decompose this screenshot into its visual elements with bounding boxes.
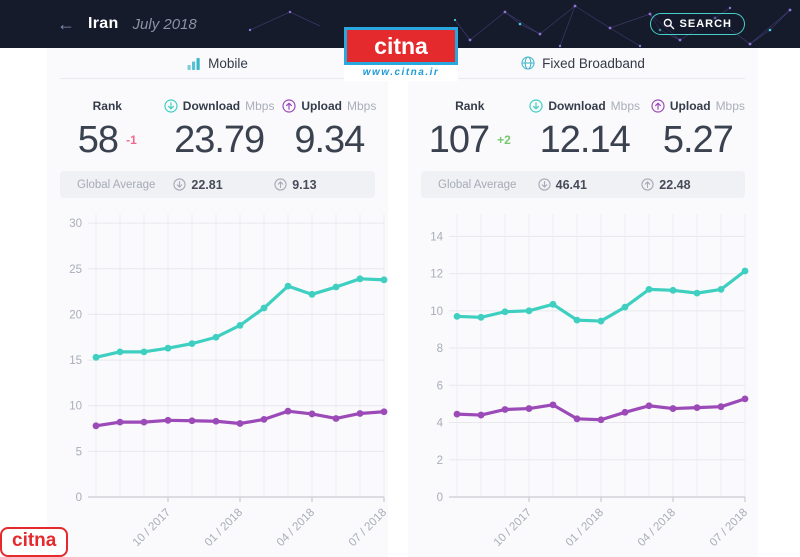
country-title: Iran [88, 15, 119, 32]
fixed-global-download: 46.41 [537, 177, 642, 192]
search-button[interactable]: SEARCH [649, 13, 745, 35]
svg-text:2: 2 [437, 455, 443, 467]
mobile-global-upload-value: 9.13 [292, 177, 317, 192]
fixed-chart-container: 0 2 4 6 8 10 12 14 10 / 2017 01 / 2018 04 / 2018 07… [408, 202, 758, 554]
tab-fixed-broadband-label: Fixed Broadband [542, 55, 645, 71]
svg-text:07 / 2018: 07 / 2018 [708, 507, 749, 549]
citna-watermark: citna www.citna.ir [344, 27, 458, 81]
mobile-rank-change: -1 [126, 133, 137, 147]
header-bar: ← Iran July 2018 [0, 0, 800, 48]
fixed-download-label: Download [548, 99, 606, 113]
global-download-icon [173, 178, 187, 191]
svg-text:6: 6 [437, 380, 443, 392]
mobile-bars-icon [187, 57, 201, 70]
mobile-stats: Rank 58 -1 Download Mbps [47, 79, 388, 159]
fixed-global-upload: 22.48 [641, 178, 745, 192]
mobile-global-download: 22.81 [173, 178, 274, 192]
mobile-upload-label: Upload [301, 99, 342, 113]
mobile-history-chart: 0 5 10 15 20 25 30 10 / 2017 01 / 2018 04 / 2018 0… [69, 214, 388, 549]
mobile-global-download-value: 22.81 [191, 177, 223, 192]
fixed-rank-stat: Rank 107 +2 [414, 99, 526, 159]
mobile-upload-unit: Mbps [347, 99, 377, 113]
tab-fixed-broadband[interactable]: Fixed Broadband [421, 48, 745, 79]
svg-text:07 / 2018: 07 / 2018 [347, 507, 388, 549]
tab-mobile[interactable]: Mobile [60, 48, 375, 79]
svg-text:04 / 2018: 04 / 2018 [636, 507, 678, 549]
search-icon [663, 18, 675, 30]
mobile-panel: Mobile Rank 58 -1 Downloa [47, 48, 388, 557]
mobile-download-label: Download [182, 99, 241, 113]
back-arrow-icon[interactable]: ← [57, 14, 75, 34]
svg-text:0: 0 [437, 492, 443, 504]
mobile-global-average: Global Average 22.81 9.13 [60, 171, 375, 198]
main-content: Mobile Rank 58 -1 Downloa [0, 48, 800, 557]
fixed-download-value: 12.14 [539, 119, 631, 161]
fixed-rank-label: Rank [455, 99, 485, 113]
mobile-rank-stat: Rank 58 -1 [53, 99, 162, 159]
svg-text:10: 10 [69, 401, 82, 413]
upload-circle-icon [282, 99, 296, 113]
svg-text:20: 20 [69, 309, 82, 321]
fixed-stats: Rank 107 +2 Download Mbps [408, 79, 758, 159]
fixed-global-average-label: Global Average [438, 178, 517, 191]
citna-logo: citna [344, 27, 458, 65]
global-upload-icon [274, 178, 287, 191]
fixed-upload-value: 5.27 [662, 119, 734, 161]
mobile-rank-value: 58 [77, 119, 119, 161]
mobile-global-average-label: Global Average [77, 178, 156, 191]
svg-text:10 / 2017: 10 / 2017 [131, 507, 173, 549]
citna-corner-logo-text: citna [12, 530, 57, 551]
download-circle-icon [529, 99, 543, 113]
mobile-global-upload: 9.13 [274, 178, 375, 192]
svg-text:10 / 2017: 10 / 2017 [492, 507, 534, 549]
mobile-upload-value: 9.34 [294, 119, 365, 161]
mobile-download-unit: Mbps [245, 99, 275, 113]
fixed-download-unit: Mbps [610, 99, 641, 113]
fixed-global-average: Global Average 46.41 22.48 [421, 171, 745, 198]
svg-text:8: 8 [437, 343, 443, 355]
mobile-chart-container: 0 5 10 15 20 25 30 10 / 2017 01 / 2018 04 / 2018 0… [47, 202, 388, 554]
fixed-history-chart: 0 2 4 6 8 10 12 14 10 / 2017 01 / 2018 04 / 2018 07… [430, 214, 749, 549]
fixed-upload-stat: Upload Mbps 5.27 [644, 99, 752, 159]
svg-text:14: 14 [430, 231, 443, 243]
svg-text:01 / 2018: 01 / 2018 [564, 507, 606, 549]
download-circle-icon [164, 99, 178, 113]
citna-corner-logo: citna [0, 527, 69, 557]
fixed-global-upload-value: 22.48 [659, 177, 691, 192]
svg-text:5: 5 [76, 446, 82, 458]
fixed-global-download-value: 46.41 [555, 177, 587, 192]
global-upload-icon [641, 178, 654, 191]
mobile-download-value: 23.79 [174, 119, 265, 161]
search-button-label: SEARCH [679, 18, 732, 30]
svg-text:01 / 2018: 01 / 2018 [203, 507, 245, 549]
svg-text:12: 12 [430, 269, 443, 281]
mobile-download-stat: Download Mbps 23.79 [162, 99, 277, 159]
global-download-icon [537, 178, 551, 191]
svg-text:4: 4 [437, 418, 444, 430]
fixed-upload-label: Upload [669, 99, 711, 113]
fixed-upload-unit: Mbps [715, 99, 745, 113]
report-date: July 2018 [132, 15, 197, 33]
svg-text:0: 0 [76, 492, 82, 504]
svg-text:15: 15 [69, 355, 82, 367]
upload-circle-icon [651, 99, 665, 113]
citna-url: www.citna.ir [344, 65, 458, 81]
fixed-rank-value: 107 [428, 119, 490, 161]
fixed-rank-change: +2 [497, 133, 511, 147]
mobile-upload-stat: Upload Mbps 9.34 [277, 99, 382, 159]
fixed-broadband-panel: Fixed Broadband Rank 107 +2 [408, 48, 758, 557]
tab-mobile-label: Mobile [208, 55, 248, 71]
globe-icon [521, 56, 535, 70]
svg-text:25: 25 [69, 264, 82, 276]
mobile-rank-label: Rank [92, 99, 122, 113]
svg-text:30: 30 [69, 218, 82, 230]
svg-text:04 / 2018: 04 / 2018 [275, 507, 317, 549]
citna-logo-text: citna [374, 32, 428, 59]
svg-text:10: 10 [430, 306, 443, 318]
fixed-download-stat: Download Mbps 12.14 [526, 99, 644, 159]
